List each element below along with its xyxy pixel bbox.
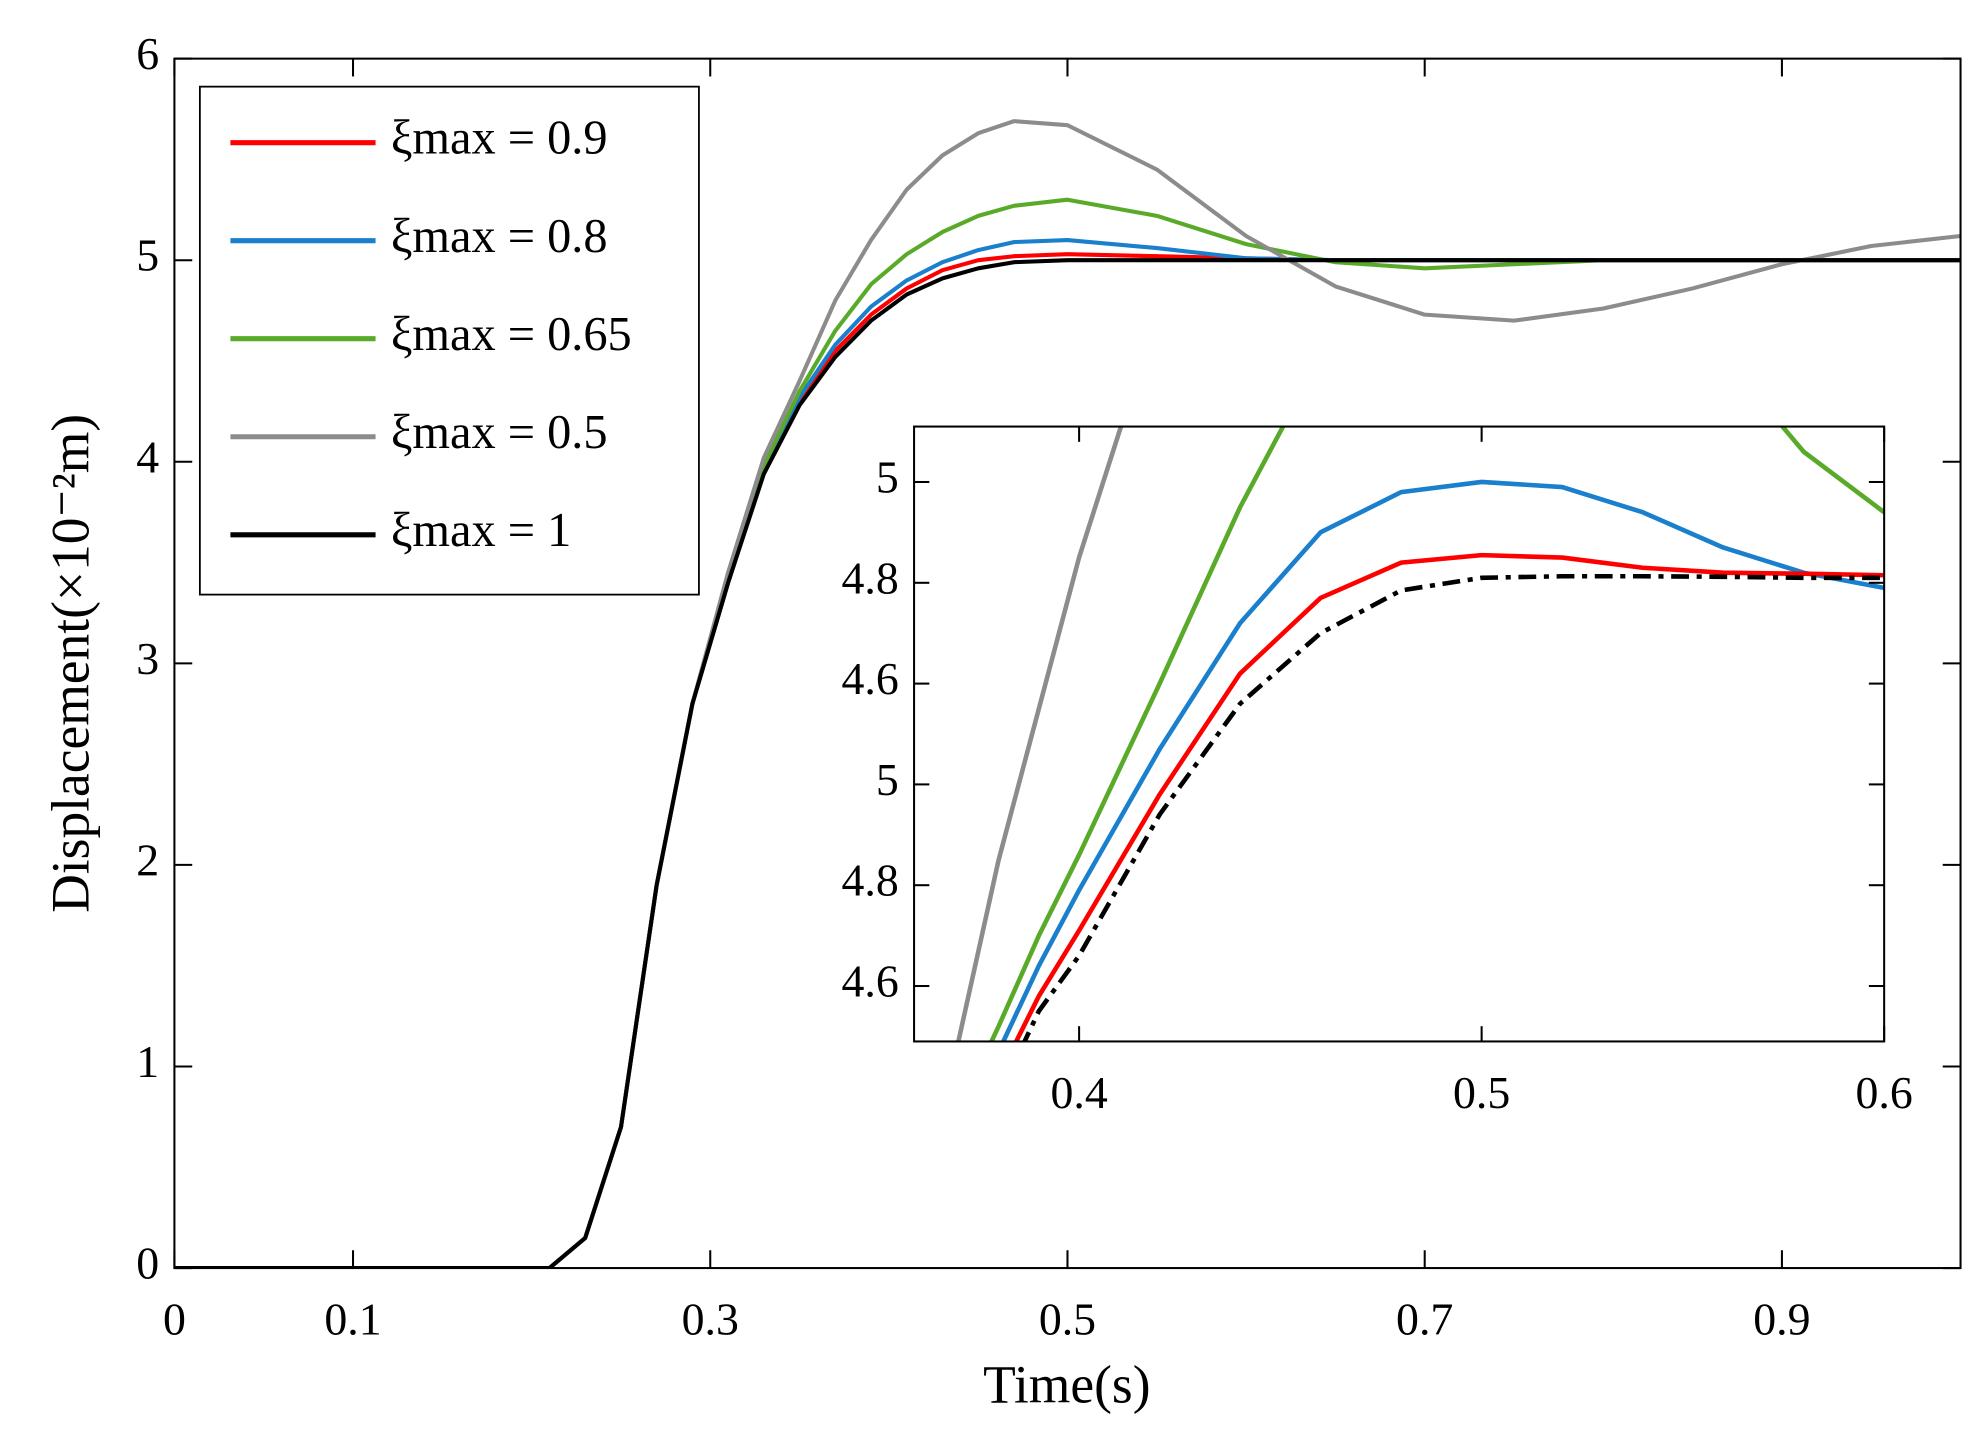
x-tick-label: 0.3 bbox=[682, 1294, 739, 1345]
y-tick-label: 5 bbox=[136, 230, 159, 281]
y-tick-label: 4.6 bbox=[841, 653, 898, 704]
series-line bbox=[956, 426, 1124, 1042]
legend-label: ξmax = 0.8 bbox=[391, 210, 608, 263]
y-tick-label: 1 bbox=[136, 1036, 159, 1087]
y-tick-label: 5 bbox=[876, 754, 899, 805]
y-tick-label: 4 bbox=[136, 431, 159, 482]
x-tick-label: 0.5 bbox=[1453, 1067, 1510, 1118]
plot-area bbox=[174, 119, 1961, 1269]
legend-label: ξmax = 0.5 bbox=[391, 406, 608, 459]
y-tick-label: 5 bbox=[876, 452, 899, 503]
x-tick-label: 0.5 bbox=[1039, 1294, 1096, 1345]
y-tick-label: 2 bbox=[136, 834, 159, 885]
legend-label: ξmax = 0.9 bbox=[391, 112, 608, 165]
y-tick-label: 4.8 bbox=[841, 552, 898, 603]
y-tick-label: 4.8 bbox=[841, 855, 898, 906]
series-line bbox=[1013, 552, 1885, 1042]
x-tick-label: 0.9 bbox=[1753, 1294, 1810, 1345]
series-line bbox=[988, 426, 1885, 1042]
x-tick-label: 0 bbox=[163, 1294, 186, 1345]
x-axis-label: Time(s) bbox=[983, 1355, 1150, 1415]
y-tick-label: 0 bbox=[136, 1238, 159, 1289]
inset-background bbox=[914, 426, 1885, 1042]
axes-frame bbox=[913, 425, 1886, 1043]
y-tick-label: 6 bbox=[136, 28, 159, 79]
plot-area bbox=[956, 426, 1885, 1042]
y-tick-label: 3 bbox=[136, 633, 159, 684]
legend-label: ξmax = 0.65 bbox=[391, 308, 632, 361]
x-tick-label: 0.1 bbox=[324, 1294, 381, 1345]
y-tick-label: 4.6 bbox=[841, 956, 898, 1007]
legend-label: ξmax = 1 bbox=[391, 504, 571, 557]
x-tick-label: 0.6 bbox=[1856, 1067, 1913, 1118]
x-tick-label: 0.4 bbox=[1050, 1067, 1107, 1118]
series-line bbox=[1022, 573, 1885, 1042]
series-line bbox=[1000, 479, 1885, 1042]
series-line bbox=[174, 258, 1961, 1269]
y-axis-label: Displacement(×10⁻²m) bbox=[41, 414, 101, 913]
x-tick-label: 0.7 bbox=[1396, 1294, 1453, 1345]
